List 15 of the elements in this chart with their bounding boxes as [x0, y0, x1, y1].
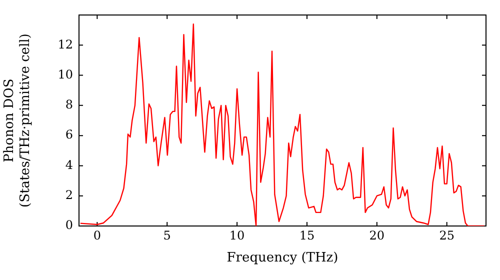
x-tick-label: 25 — [439, 228, 454, 242]
y-tick-label: 10 — [58, 67, 73, 82]
y-tick-label: 6 — [65, 128, 73, 142]
x-axis-title: Frequency (THz) — [226, 250, 338, 266]
y-tick-label: 2 — [65, 188, 73, 202]
y-tick-label: 0 — [65, 218, 73, 232]
x-tick-label: 20 — [369, 228, 385, 242]
y-axis-title: Phonon DOS (States/THz·primitive cell) — [2, 33, 33, 208]
x-tick-label: 0 — [93, 228, 101, 242]
x-tick-label: 15 — [299, 228, 315, 242]
y-tick-label: 4 — [65, 158, 74, 172]
x-tick-label: 5 — [163, 228, 171, 242]
y-tick-label: 8 — [65, 98, 73, 112]
x-tick-label: 10 — [229, 228, 245, 242]
y-tick-label: 12 — [58, 37, 73, 52]
